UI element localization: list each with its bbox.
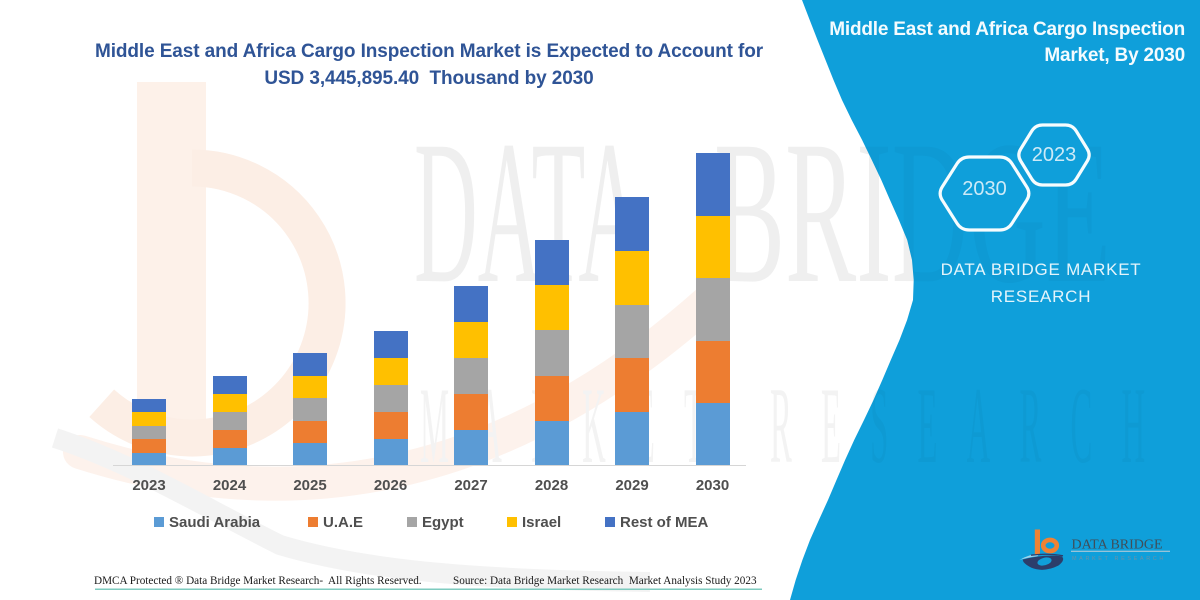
svg-text:MARKET RESEARCH: MARKET RESEARCH <box>1072 556 1166 562</box>
svg-text:DATA: DATA <box>414 99 642 326</box>
svg-text:DATA BRIDGE: DATA BRIDGE <box>1072 538 1163 553</box>
